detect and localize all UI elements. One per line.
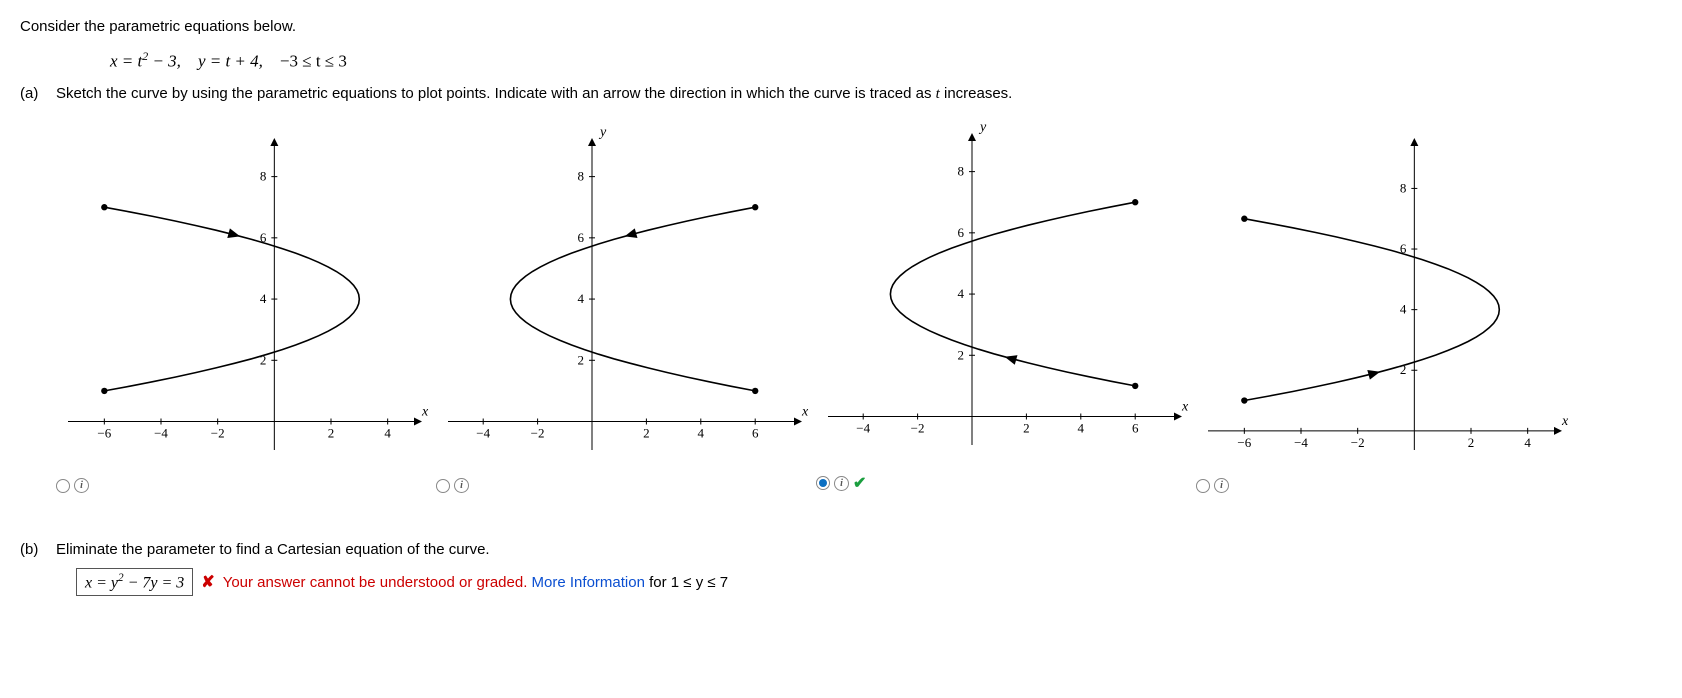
svg-text:2: 2 <box>643 426 650 441</box>
eq-domain: −3 ≤ t ≤ 3 <box>280 51 347 70</box>
range-text: for 1 ≤ y ≤ 7 <box>649 574 728 591</box>
svg-text:−6: −6 <box>1237 435 1251 450</box>
intro-text: Consider the parametric equations below. <box>20 16 1662 39</box>
svg-text:8: 8 <box>578 169 585 184</box>
svg-text:y: y <box>598 126 607 140</box>
svg-text:−6: −6 <box>97 426 111 441</box>
svg-text:−4: −4 <box>856 421 870 436</box>
graph-option: x y −4 −2 2 4 6 2 4 6 8 i <box>436 126 816 493</box>
svg-text:8: 8 <box>1400 181 1407 196</box>
radio-option-2[interactable] <box>436 479 450 493</box>
part-b-prompt: Eliminate the parameter to find a Cartes… <box>56 541 1662 558</box>
answer-pre: x = y <box>85 574 118 591</box>
svg-text:2: 2 <box>958 347 965 362</box>
radio-option-3[interactable] <box>816 476 830 490</box>
graph-svg: x y −4 −2 2 4 6 2 4 6 8 <box>816 121 1196 471</box>
svg-text:x: x <box>1181 400 1189 415</box>
eq-y: y = t + 4, <box>198 51 263 70</box>
svg-text:−2: −2 <box>211 426 225 441</box>
info-icon[interactable]: i <box>1214 478 1229 493</box>
svg-text:x: x <box>801 405 809 420</box>
svg-text:4: 4 <box>1524 435 1531 450</box>
part-b-body: Eliminate the parameter to find a Cartes… <box>56 541 1662 596</box>
svg-text:−4: −4 <box>476 426 490 441</box>
svg-text:2: 2 <box>1468 435 1475 450</box>
svg-text:−2: −2 <box>911 421 925 436</box>
part-b: (b) Eliminate the parameter to find a Ca… <box>20 541 1662 596</box>
part-a-prompt-post: increases. <box>940 85 1013 102</box>
svg-text:−4: −4 <box>1294 435 1308 450</box>
check-icon: ✔ <box>853 473 866 493</box>
radio-option-1[interactable] <box>56 479 70 493</box>
info-icon[interactable]: i <box>834 476 849 491</box>
svg-text:x: x <box>421 405 429 420</box>
info-icon[interactable]: i <box>74 478 89 493</box>
more-info-link[interactable]: More Information <box>532 574 645 591</box>
svg-text:4: 4 <box>698 426 705 441</box>
svg-text:y: y <box>978 121 987 135</box>
graphs-row: x y −6 −4 −2 2 4 2 4 6 8 i x y −4 −2 2 4 6 2 4 6 8 i <box>56 121 1662 493</box>
svg-text:2: 2 <box>578 352 585 367</box>
svg-text:6: 6 <box>752 426 759 441</box>
svg-text:4: 4 <box>260 291 267 306</box>
part-a: (a) Sketch the curve by using the parame… <box>20 85 1662 493</box>
svg-text:−2: −2 <box>531 426 545 441</box>
eq-x-rhs: − 3, <box>148 51 181 70</box>
svg-text:4: 4 <box>958 286 965 301</box>
eq-x-lhs: x = t <box>110 51 142 70</box>
svg-text:4: 4 <box>1400 302 1407 317</box>
svg-text:6: 6 <box>578 230 585 245</box>
svg-text:8: 8 <box>958 164 965 179</box>
equation: x = t2 − 3, y = t + 4, −3 ≤ t ≤ 3 <box>20 49 1662 72</box>
error-text: Your answer cannot be understood or grad… <box>223 574 528 591</box>
graph-svg: x y −4 −2 2 4 6 2 4 6 8 <box>436 126 816 476</box>
svg-text:−2: −2 <box>1351 435 1365 450</box>
radio-option-4[interactable] <box>1196 479 1210 493</box>
answer-post: − 7y = 3 <box>124 574 185 591</box>
part-a-label: (a) <box>20 85 42 102</box>
svg-text:4: 4 <box>578 291 585 306</box>
part-a-prompt-pre: Sketch the curve by using the parametric… <box>56 85 936 102</box>
svg-text:6: 6 <box>958 225 965 240</box>
graph-svg: x y −6−4−224 2468 <box>56 126 436 476</box>
graph-svg: x y −6−4−224 2468 <box>1196 126 1576 476</box>
svg-text:−4: −4 <box>154 426 168 441</box>
part-b-label: (b) <box>20 541 42 558</box>
svg-text:6: 6 <box>1132 421 1139 436</box>
x-mark-icon: ✘ <box>201 572 214 592</box>
graph-option: x y −6−4−224 2468 i <box>1196 126 1576 493</box>
svg-text:x: x <box>1561 414 1569 429</box>
svg-text:4: 4 <box>384 426 391 441</box>
answer-input[interactable]: x = y2 − 7y = 3 <box>76 568 193 596</box>
svg-text:8: 8 <box>260 169 267 184</box>
svg-text:2: 2 <box>328 426 335 441</box>
graph-option: x y −4 −2 2 4 6 2 4 6 8 i ✔ <box>816 121 1196 493</box>
svg-text:2: 2 <box>1023 421 1030 436</box>
part-a-body: Sketch the curve by using the parametric… <box>56 85 1662 493</box>
info-icon[interactable]: i <box>454 478 469 493</box>
svg-text:4: 4 <box>1078 421 1085 436</box>
graph-option: x y −6−4−224 2468 i <box>56 126 436 493</box>
